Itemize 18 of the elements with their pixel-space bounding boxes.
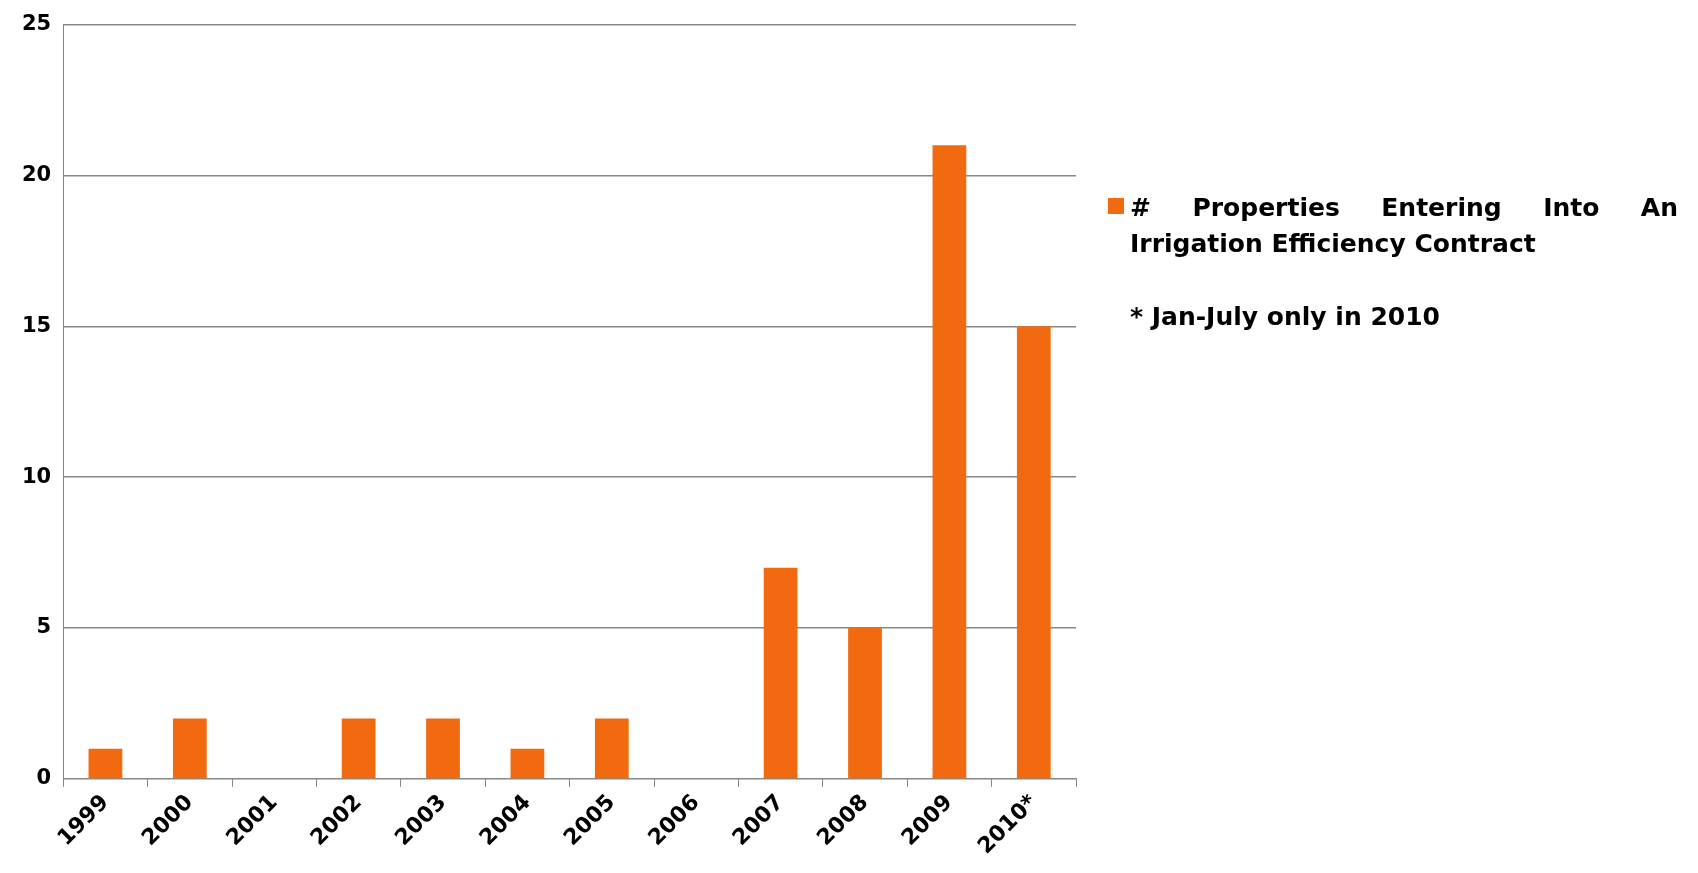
bar xyxy=(172,718,207,779)
bar xyxy=(1016,326,1051,779)
bar xyxy=(341,718,376,779)
legend-label: # Properties Entering Into An Irrigation Efficiency Contract xyxy=(1130,192,1678,260)
bar xyxy=(426,718,460,779)
bar xyxy=(932,145,967,779)
bar xyxy=(594,718,629,779)
bar xyxy=(763,567,798,779)
bar xyxy=(510,748,545,779)
y-tick-label: 20 xyxy=(21,161,52,186)
y-tick-label: 25 xyxy=(21,11,52,36)
y-tick-label: 0 xyxy=(36,765,52,790)
bar xyxy=(848,628,882,779)
y-tick-label: 10 xyxy=(21,463,52,488)
bar xyxy=(88,748,123,779)
text: * Jan-July only in 2010 xyxy=(1130,302,1441,331)
y-tick-label: 5 xyxy=(36,614,52,639)
y-tick-label: 15 xyxy=(21,312,52,337)
